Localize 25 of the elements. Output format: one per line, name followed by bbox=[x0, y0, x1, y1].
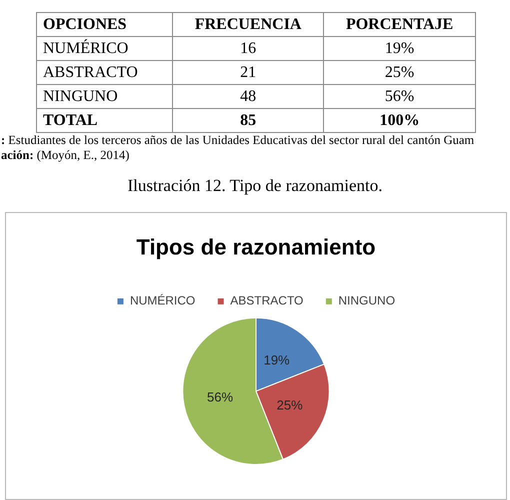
legend-label: NUMÉRICO bbox=[130, 294, 196, 308]
text: FRECUENCIA bbox=[172, 12, 324, 36]
text: NINGUNO bbox=[36, 84, 173, 108]
chart-title: Tipos de razonamiento bbox=[136, 234, 376, 260]
text: OPCIONES bbox=[36, 12, 173, 36]
legend-label: NINGUNO bbox=[338, 294, 396, 308]
text: : Estudiantes de los terceros años de las Unidades Educativas del sector rural del cantón Guam bbox=[1, 133, 474, 147]
text: 100% bbox=[324, 108, 476, 132]
text: 85 bbox=[172, 108, 324, 132]
text: 19% bbox=[324, 36, 476, 60]
text: NUMÉRICO bbox=[36, 36, 173, 60]
text: ABSTRACTO bbox=[36, 60, 173, 84]
text: ación: (Moyón, E., 2014) bbox=[1, 148, 130, 162]
text: 16 bbox=[172, 36, 324, 60]
text: PORCENTAJE bbox=[324, 12, 476, 36]
text: 48 bbox=[172, 84, 324, 108]
text: 21 bbox=[172, 60, 324, 84]
text: 56% bbox=[324, 84, 476, 108]
text: TOTAL bbox=[36, 108, 173, 132]
data-label: 19% bbox=[264, 352, 290, 368]
text: Ilustración 12. Tipo de razonamiento. bbox=[126, 176, 384, 196]
text: 25% bbox=[324, 60, 476, 84]
data-label: 25% bbox=[276, 397, 304, 412]
legend-label: ABSTRACTO bbox=[230, 294, 304, 308]
data-label: 56% bbox=[206, 390, 234, 405]
